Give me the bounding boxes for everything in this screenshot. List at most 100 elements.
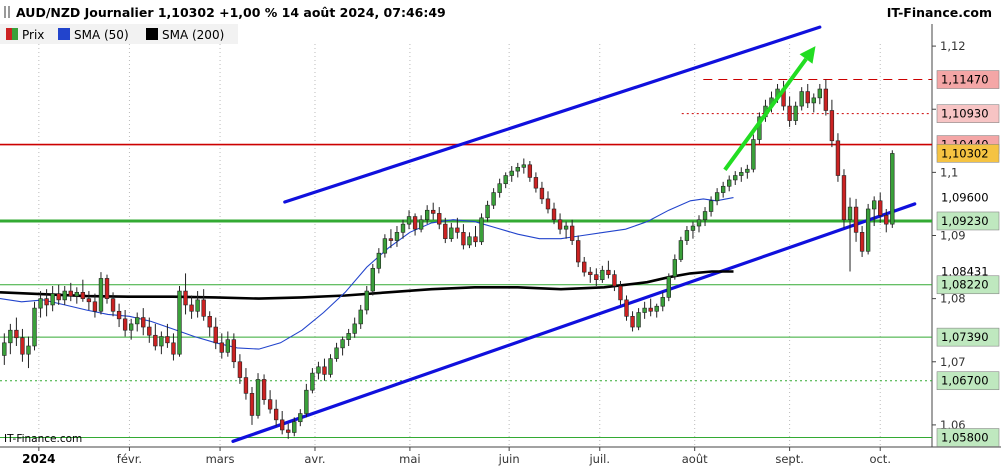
candle <box>195 291 200 318</box>
candle <box>135 312 140 332</box>
candle <box>823 79 829 116</box>
candle <box>68 282 73 302</box>
candle <box>588 267 593 283</box>
candle-body <box>678 240 684 260</box>
candle-body <box>298 413 303 423</box>
candle <box>141 308 146 336</box>
candle-body <box>32 307 37 347</box>
candle <box>890 150 895 228</box>
candle <box>165 323 170 348</box>
candle-body <box>618 285 623 301</box>
candle-body <box>44 298 49 306</box>
candle-body <box>509 170 514 176</box>
price-level-label: 1,10930 <box>941 107 989 121</box>
candle-body <box>485 204 490 219</box>
candle-body <box>2 342 7 356</box>
candle <box>497 178 502 198</box>
candle <box>720 181 726 198</box>
candle <box>624 295 629 321</box>
candle <box>183 273 188 315</box>
candle <box>110 292 116 317</box>
candle <box>485 200 490 222</box>
candle-body <box>787 105 792 121</box>
candle-body <box>727 179 732 187</box>
x-tick-label: mars <box>206 452 235 466</box>
y-tick-label: 1,12 <box>940 39 966 53</box>
x-axis: 2024 févr. mars avr. mai juin juil. août sept. oc… <box>22 447 891 466</box>
candle-body <box>237 361 243 378</box>
candle <box>847 197 853 272</box>
channel-lower-line <box>231 202 917 443</box>
legend: Prix SMA (50) SMA (200) <box>0 24 238 44</box>
candle-body <box>443 223 448 239</box>
candle-body <box>636 312 641 328</box>
candle-body <box>503 175 508 185</box>
candle <box>811 93 816 113</box>
candle-body <box>527 164 533 178</box>
candle <box>225 331 230 357</box>
candle <box>539 181 545 204</box>
candle <box>612 270 617 292</box>
candle-body <box>267 399 273 410</box>
x-tick-label: oct. <box>869 452 891 466</box>
candle-body <box>708 200 714 212</box>
candle-body <box>104 278 110 299</box>
candle <box>853 198 859 242</box>
candle-body <box>261 379 267 400</box>
candle <box>757 112 762 144</box>
candle <box>600 265 605 283</box>
candle <box>437 207 442 230</box>
candle-body <box>702 211 708 221</box>
candle <box>20 328 25 362</box>
candle <box>122 309 128 337</box>
arrow-head <box>799 46 816 64</box>
candle-body <box>461 232 466 246</box>
candle <box>739 167 744 182</box>
candle <box>243 368 249 400</box>
candle-body <box>696 219 702 227</box>
candle-body <box>159 336 164 347</box>
candle <box>352 317 357 338</box>
candle-body <box>612 274 617 287</box>
candle-body <box>225 339 230 353</box>
candle-body <box>273 408 279 421</box>
legend-label: SMA (200) <box>162 28 224 42</box>
candle-body <box>382 238 388 254</box>
candle-body <box>884 214 889 225</box>
candle-body <box>497 183 502 193</box>
candle <box>817 83 822 105</box>
candle-body <box>231 339 237 363</box>
candle-body <box>122 318 128 331</box>
candle <box>503 172 508 189</box>
candle <box>708 196 714 217</box>
candle-body <box>364 290 369 311</box>
candle-body <box>805 91 810 104</box>
candle-body <box>68 290 73 297</box>
candle <box>32 301 37 351</box>
candle <box>467 232 472 249</box>
candle-body <box>147 326 152 336</box>
candle-body <box>98 278 104 312</box>
sma200-line <box>0 270 734 300</box>
legend-swatch-down <box>6 28 12 40</box>
candle-body <box>690 225 696 231</box>
candle <box>449 222 454 242</box>
candle <box>255 373 261 419</box>
candle <box>745 164 750 179</box>
candle-body <box>745 168 750 173</box>
brand-name: IT-Finance.com <box>887 5 992 20</box>
candle-body <box>110 298 116 312</box>
candle <box>74 287 79 304</box>
candle-body <box>201 299 206 317</box>
candle-body <box>50 293 55 306</box>
candle <box>733 171 738 185</box>
candle-body <box>8 329 13 344</box>
candle-body <box>424 209 430 221</box>
candle-body <box>569 225 575 241</box>
candle <box>418 215 424 233</box>
candle-body <box>38 298 43 309</box>
candle <box>147 317 152 343</box>
price-level-box <box>936 327 1000 347</box>
candle-body <box>334 347 339 359</box>
